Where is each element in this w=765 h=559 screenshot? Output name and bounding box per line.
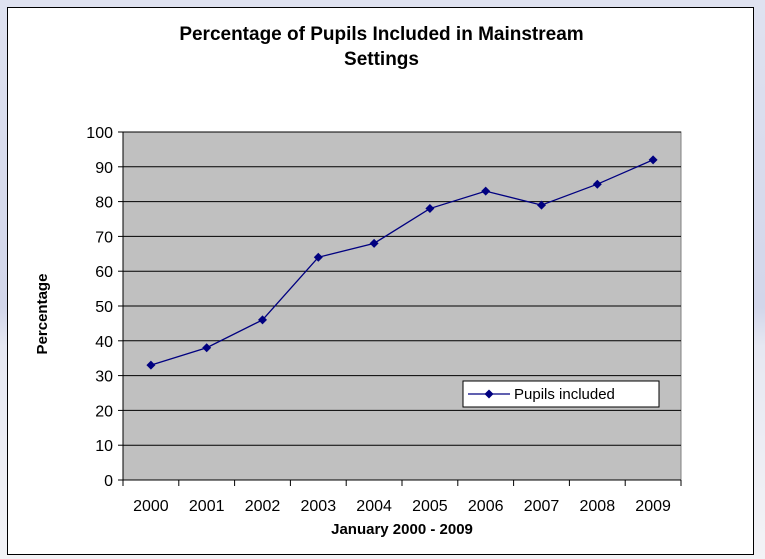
data-point-2009: [648, 155, 658, 165]
data-point-2003: [313, 252, 323, 262]
y-tick-label-10: 10: [95, 438, 113, 455]
data-point-2005: [425, 204, 435, 214]
x-tick-labels: 2000 2001 2002 2003 2004 2005 2006 2007 2008 2009: [133, 498, 671, 515]
y-tick-label-0: 0: [104, 473, 113, 490]
data-point-2007: [537, 200, 546, 210]
y-axis-title: Percentage: [34, 274, 51, 355]
x-tick-label-2008: 2008: [580, 498, 616, 515]
chart-title: Percentage of Pupils Included in Mainstr…: [8, 22, 755, 72]
x-tick-label-2009: 2009: [635, 498, 671, 515]
x-tick-label-2004: 2004: [356, 498, 392, 515]
data-point-2002: [258, 315, 267, 325]
chart-title-line-2: Settings: [344, 49, 419, 70]
y-tick-label-50: 50: [95, 299, 113, 316]
legend-marker: [484, 389, 494, 399]
data-point-2000: [146, 360, 156, 370]
data-point-2001: [202, 343, 212, 353]
x-tick-label-2007: 2007: [524, 498, 560, 515]
gridlines: [123, 131, 681, 446]
legend: Pupils included: [462, 380, 660, 408]
y-tick-labels: 0 10 20 30 40 50 60 70 80 90 100: [86, 125, 113, 490]
series-line-0: [150, 159, 654, 366]
x-tick-label-2001: 2001: [189, 498, 225, 515]
chart-title-line-1: Percentage of Pupils Included in Mainstr…: [179, 24, 584, 45]
x-axis-title: January 2000 - 2009: [331, 521, 473, 538]
data-point-2004: [369, 238, 379, 248]
y-tick-label-70: 70: [95, 229, 113, 246]
y-tick-label-100: 100: [86, 125, 113, 142]
x-tick-label-2006: 2006: [468, 498, 504, 515]
x-tick-label-2005: 2005: [412, 498, 448, 515]
y-tick-label-40: 40: [95, 334, 113, 351]
data-point-2006: [481, 186, 491, 196]
series-pupils-included: [146, 155, 658, 370]
y-tick-label-30: 30: [95, 369, 113, 386]
data-point-2008: [592, 179, 602, 189]
y-tick-label-20: 20: [95, 403, 113, 420]
x-tick-label-2002: 2002: [245, 498, 281, 515]
legend-label: Pupils included: [514, 386, 615, 403]
axes: [118, 131, 682, 486]
chart-frame: Percentage of Pupils Included in Mainstr…: [7, 7, 754, 555]
x-tick-label-2000: 2000: [133, 498, 169, 515]
y-tick-label-60: 60: [95, 264, 113, 281]
x-tick-label-2003: 2003: [301, 498, 337, 515]
y-tick-label-80: 80: [95, 195, 113, 212]
y-tick-label-90: 90: [95, 160, 113, 177]
